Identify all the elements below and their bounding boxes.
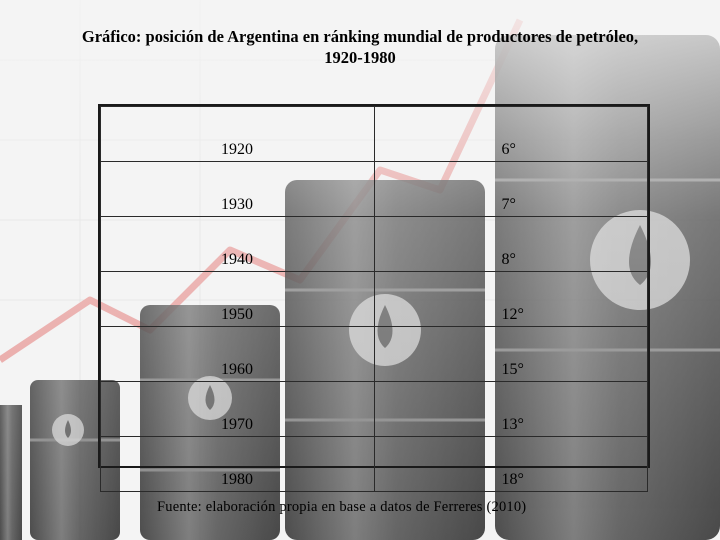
source-note: Fuente: elaboración propia en base a dat…: [157, 499, 527, 515]
ranking-table: 1920 6° 1930 7° 1940 8° 1950 12° 1960 15…: [98, 104, 650, 492]
ranking-table-grid: 1920 6° 1930 7° 1940 8° 1950 12° 1960 15…: [100, 106, 648, 492]
table-row: 1980 18°: [100, 436, 648, 492]
table-row: 1920 6°: [100, 106, 648, 162]
rank-cell: 8°: [373, 216, 648, 272]
chart-title: Gráfico: posición de Argentina en ránkin…: [20, 26, 700, 68]
table-row: 1960 15°: [100, 326, 648, 382]
year-cell: 1930: [100, 161, 375, 217]
year-cell: 1920: [100, 106, 375, 162]
year-cell: 1940: [100, 216, 375, 272]
year-cell: 1970: [100, 381, 375, 437]
rank-cell: 12°: [373, 271, 648, 327]
title-line-1: Gráfico: posición de Argentina en ránkin…: [81, 27, 639, 46]
title-line-2: 1920-1980: [324, 48, 396, 67]
table-row: 1940 8°: [100, 216, 648, 272]
year-cell: 1950: [100, 271, 375, 327]
table-row: 1970 13°: [100, 381, 648, 437]
rank-cell: 7°: [373, 161, 648, 217]
year-cell: 1960: [100, 326, 375, 382]
rank-cell: 13°: [373, 381, 648, 437]
rank-cell: 18°: [373, 436, 648, 492]
table-row: 1950 12°: [100, 271, 648, 327]
table-row: 1930 7°: [100, 161, 648, 217]
rank-cell: 15°: [373, 326, 648, 382]
year-cell: 1980: [100, 436, 375, 492]
rank-cell: 6°: [373, 106, 648, 162]
